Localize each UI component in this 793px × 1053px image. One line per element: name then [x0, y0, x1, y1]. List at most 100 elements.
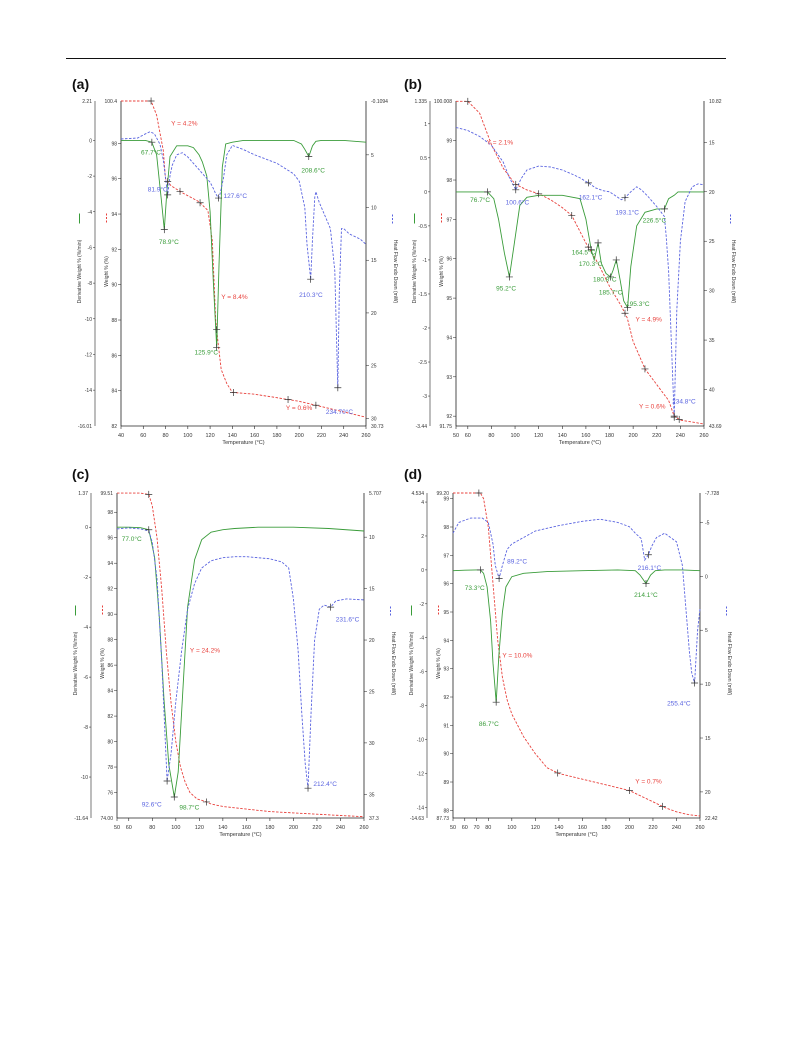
annotation-label: 95.2°C	[496, 285, 516, 293]
deriv-point-marker	[660, 205, 668, 213]
annotation-label: 125.9°C	[195, 348, 219, 356]
deriv-point-marker	[148, 138, 156, 146]
x-tick-label: 260	[695, 825, 704, 831]
x-tick-label: 100	[171, 825, 180, 831]
weight-axis-min-label: 74.00	[100, 816, 113, 822]
weight-tick-label: 97	[443, 553, 449, 559]
deriv-tick-label: -12	[417, 771, 424, 777]
deriv-point-marker	[606, 273, 614, 281]
annotation-label: Y = 0.6%	[286, 405, 313, 412]
weight-point-marker	[213, 326, 221, 334]
weight-axis-max-label: 100.008	[434, 99, 452, 105]
weight-point-marker	[176, 187, 184, 195]
panel-label-d: (d)	[404, 466, 422, 482]
heat-tick-label: 35	[709, 338, 715, 344]
chart-panel-3: 50 60 80 100 120 140 160 180 200 220 240 260Tempera…	[73, 490, 396, 838]
x-tick-label: 200	[289, 825, 298, 831]
weight-tick-label: 94	[446, 335, 452, 341]
heat-tick-label: -5	[705, 520, 710, 526]
weight-axis-title: Weight % (%)	[100, 648, 106, 679]
heat-point-marker	[691, 679, 699, 687]
deriv-point-marker	[305, 152, 313, 160]
deriv-axis-title: Derivative Weight % (%/min)	[409, 631, 415, 695]
x-tick-label: 120	[531, 825, 540, 831]
weight-tick-label: 89	[443, 780, 449, 786]
x-tick-label: 140	[228, 433, 237, 439]
heat-tick-label: 25	[709, 239, 715, 245]
weight-tick-label: 84	[107, 689, 113, 695]
weight-tick-label: 96	[443, 582, 449, 588]
x-tick-label: 220	[652, 433, 661, 439]
weight-tick-label: 93	[446, 375, 452, 381]
weight-axis-title: Weight % (%)	[104, 256, 110, 287]
weight-axis-min-label: 82	[111, 424, 117, 430]
deriv-tick-label: -2	[423, 326, 428, 332]
weight-series-line	[121, 100, 367, 418]
deriv-series-line	[121, 139, 367, 348]
annotation-label: 212.4°C	[313, 780, 337, 788]
weight-point-marker	[675, 415, 683, 423]
x-axis-label: Temperature (°C)	[555, 832, 597, 838]
x-tick-label: 60	[126, 825, 132, 831]
deriv-axis-max-label: 1.37	[78, 491, 88, 497]
heat-tick-label: 25	[369, 689, 375, 695]
annotation-label: 89.2°C	[507, 557, 527, 565]
annotation-label: 208.6°C	[301, 167, 325, 175]
annotation-label: 231.6°C	[336, 616, 360, 624]
deriv-tick-label: -3	[423, 394, 428, 400]
heat-axis-title: Heat Flow Endo Down (mW)	[726, 632, 732, 696]
weight-tick-label: 84	[111, 389, 117, 395]
weight-point-marker	[284, 396, 292, 404]
x-tick-label: 50	[114, 825, 120, 831]
x-tick-label: 40	[118, 433, 124, 439]
weight-point-marker	[568, 211, 576, 219]
weight-tick-label: 86	[111, 353, 117, 359]
weight-point-marker	[145, 490, 153, 498]
heat-point-marker	[163, 777, 171, 785]
deriv-tick-label: -10	[85, 317, 92, 323]
deriv-tick-label: 2	[421, 534, 424, 540]
weight-axis-min-label: 91.75	[439, 424, 452, 430]
heat-point-marker	[644, 551, 652, 559]
x-tick-label: 160	[250, 433, 259, 439]
weight-point-marker	[312, 401, 320, 409]
weight-tick-label: 94	[107, 561, 113, 567]
heat-tick-label: 0	[705, 574, 708, 580]
x-tick-label: 140	[218, 825, 227, 831]
annotation-label: 100.6°C	[506, 199, 530, 207]
deriv-tick-label: 0	[85, 525, 88, 531]
heat-tick-label: 20	[705, 790, 711, 796]
weight-tick-label: 82	[107, 714, 113, 720]
heat-point-marker	[307, 275, 315, 283]
panel-label-a: (a)	[72, 76, 90, 92]
deriv-point-marker	[476, 566, 484, 574]
deriv-tick-label: -4	[88, 210, 93, 216]
weight-axis-max-label: 99.20	[436, 491, 449, 497]
annotation-label: Y = 4.9%	[636, 317, 663, 324]
heat-tick-label: 15	[371, 258, 377, 264]
heat-axis-max-label: -7.728	[705, 491, 719, 497]
weight-point-marker	[554, 769, 562, 777]
deriv-tick-label: -8	[88, 281, 93, 287]
deriv-tick-label: 0	[421, 568, 424, 574]
deriv-tick-label: -2	[84, 575, 89, 581]
annotation-label: 214.1°C	[634, 591, 658, 599]
weight-tick-label: 95	[443, 610, 449, 616]
x-tick-label: 100	[507, 825, 516, 831]
heat-axis-max-label: -0.1094	[371, 99, 388, 105]
heat-series-line	[116, 527, 365, 789]
x-axis-label: Temperature (°C)	[559, 440, 601, 446]
deriv-axis-title: Derivative Weight % (%/min)	[77, 239, 83, 303]
annotation-label: 210.3°C	[299, 291, 323, 299]
weight-series-line	[453, 492, 701, 817]
x-tick-label: 120	[195, 825, 204, 831]
annotation-label: 170.3°C	[579, 260, 603, 268]
heat-axis-max-label: 5.707	[369, 491, 382, 497]
weight-series-line	[117, 492, 365, 818]
deriv-tick-label: -0.5	[418, 224, 427, 230]
annotation-label: 73.3°C	[465, 584, 485, 592]
heat-tick-label: 15	[705, 736, 711, 742]
x-tick-label: 60	[465, 433, 471, 439]
weight-tick-label: 96	[107, 536, 113, 542]
x-tick-label: 180	[265, 825, 274, 831]
